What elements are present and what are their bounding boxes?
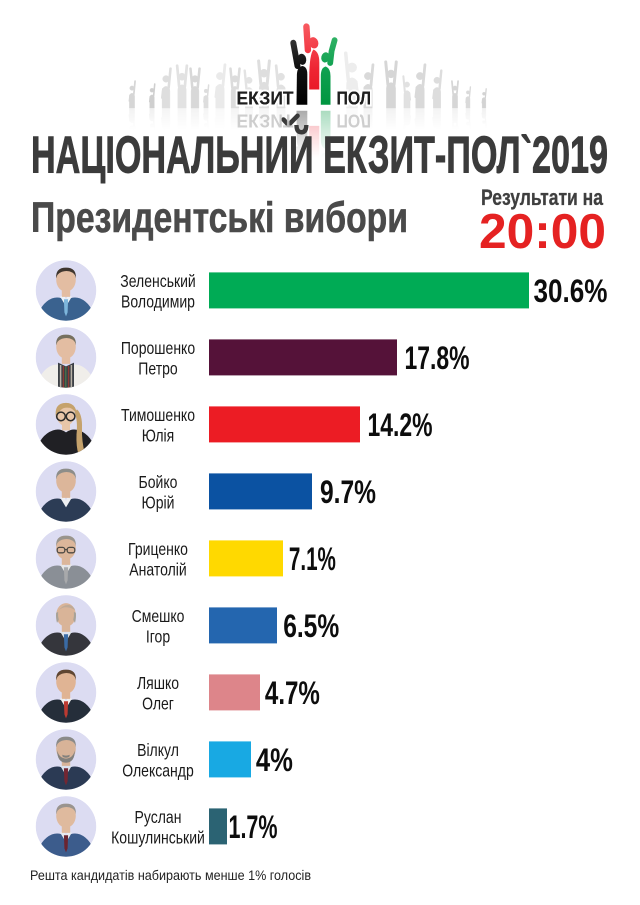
svg-text:НАЦІОНАЛЬНИЙ ЕКЗИТ-ПОЛ`2019: НАЦІОНАЛЬНИЙ ЕКЗИТ-ПОЛ`2019: [31, 126, 608, 184]
svg-text:30.6%: 30.6%: [534, 273, 608, 309]
svg-text:9.7%: 9.7%: [320, 474, 376, 510]
svg-text:Петро: Петро: [138, 358, 177, 378]
svg-text:ПОЛ: ПОЛ: [337, 110, 372, 131]
svg-text:ЕКЗИТ: ЕКЗИТ: [237, 87, 295, 108]
svg-text:ПОЛ: ПОЛ: [337, 87, 372, 108]
svg-text:Олег: Олег: [142, 693, 174, 713]
svg-text:Юлія: Юлія: [142, 425, 174, 445]
svg-text:Руслан: Руслан: [135, 807, 182, 827]
svg-text:Тимошенко: Тимошенко: [121, 405, 195, 425]
svg-text:Порошенко: Порошенко: [121, 338, 195, 358]
svg-text:Гриценко: Гриценко: [128, 539, 188, 559]
svg-text:ПОЛ: ПОЛ: [337, 87, 372, 108]
svg-text:Решта кандидатів набирають мен: Решта кандидатів набирають менше 1% голо…: [30, 867, 311, 883]
svg-text:Володимир: Володимир: [121, 291, 195, 311]
svg-text:4.7%: 4.7%: [265, 675, 320, 711]
svg-text:Ігор: Ігор: [146, 626, 170, 646]
svg-text:Юрій: Юрій: [142, 492, 175, 512]
svg-text:ЕКЗИТ: ЕКЗИТ: [237, 110, 295, 131]
svg-text:1.7%: 1.7%: [229, 809, 278, 845]
svg-text:Кошулинський: Кошулинський: [111, 827, 205, 847]
svg-text:Олександр: Олександр: [122, 760, 194, 780]
svg-text:Ляшко: Ляшко: [137, 673, 179, 693]
svg-text:Зеленський: Зеленський: [120, 271, 196, 291]
svg-text:4%: 4%: [256, 742, 293, 778]
svg-text:Анатолій: Анатолій: [129, 559, 186, 579]
svg-text:Бойко: Бойко: [139, 472, 178, 492]
svg-text:ЕКЗИТ: ЕКЗИТ: [237, 87, 295, 108]
svg-text:14.2%: 14.2%: [368, 407, 433, 443]
svg-text:20:00: 20:00: [479, 205, 606, 259]
svg-text:Результати на: Результати на: [481, 185, 603, 210]
svg-text:17.8%: 17.8%: [405, 340, 470, 376]
svg-text:7.1%: 7.1%: [289, 541, 336, 577]
svg-text:Смешко: Смешко: [132, 606, 185, 626]
svg-text:Президентські вибори: Президентські вибори: [31, 195, 408, 242]
svg-text:Вілкул: Вілкул: [137, 740, 179, 760]
svg-text:6.5%: 6.5%: [283, 608, 339, 644]
